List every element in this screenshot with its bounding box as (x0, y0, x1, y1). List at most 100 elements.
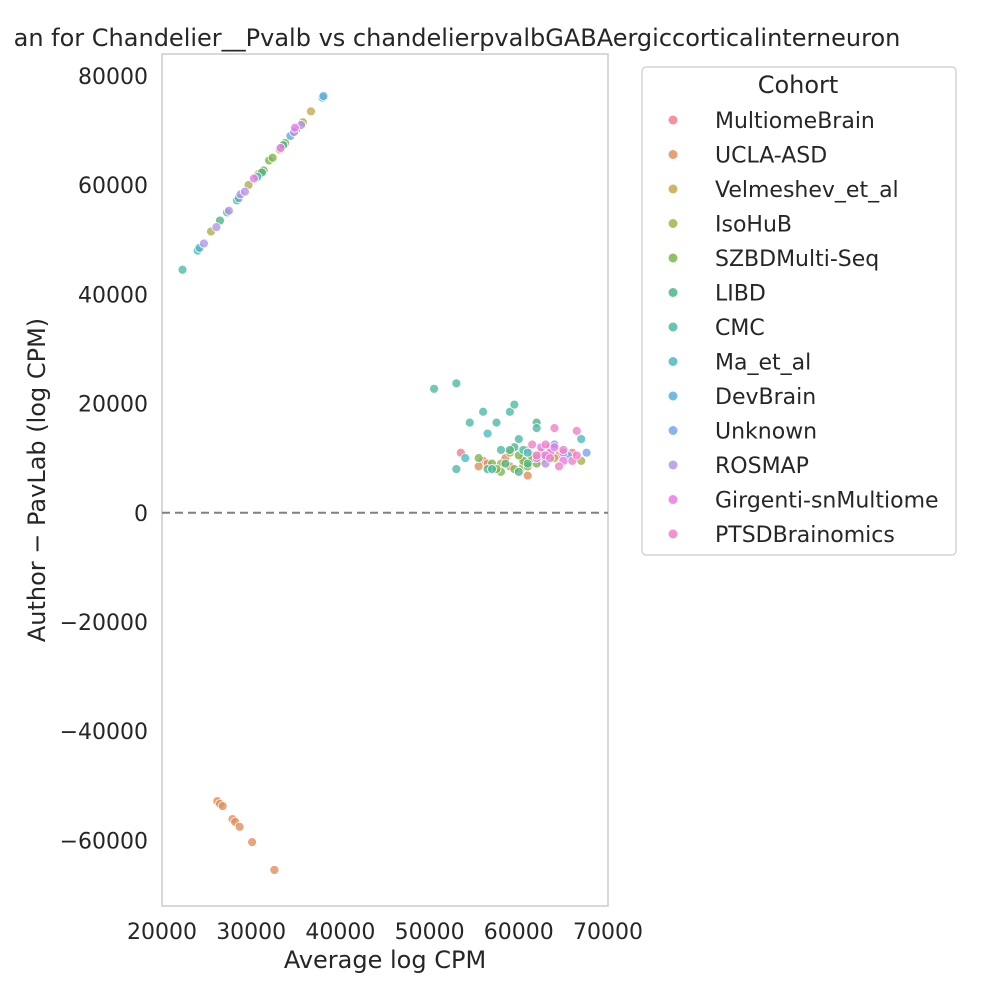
y-tick-label: 20000 (78, 393, 148, 418)
legend-marker (668, 495, 678, 504)
legend-entry: MultiomeBrain (668, 109, 875, 134)
data-point (473, 461, 484, 472)
legend-marker (668, 460, 678, 470)
chart-title: an for Chandelier__Pvalb vs chandelierpv… (14, 24, 901, 52)
legend-label: DevBrain (715, 385, 816, 410)
legend-marker (668, 426, 678, 435)
legend-entry: Ma_et_al (668, 351, 811, 376)
legend-label: IsoHuB (715, 213, 792, 238)
legend-label: MultiomeBrain (715, 109, 875, 134)
data-point (571, 425, 582, 436)
data-point (464, 417, 475, 428)
legend-marker (668, 357, 678, 366)
data-point (513, 466, 524, 477)
data-point (177, 264, 188, 275)
x-tick-label: 60000 (484, 920, 554, 945)
legend-label: PTSDBrainomics (715, 523, 895, 548)
legend: Cohort MultiomeBrain UCLA-ASD Velmeshev_et… (641, 66, 957, 556)
data-point (558, 445, 569, 455)
y-tick-label: −20000 (60, 611, 148, 636)
legend-label: ROSMAP (715, 454, 809, 479)
data-point (451, 464, 462, 474)
plot-frame (161, 53, 609, 907)
data-point (267, 152, 278, 163)
legend-entry: UCLA-ASD (668, 144, 827, 169)
legend-marker (668, 115, 678, 125)
data-point (290, 122, 300, 133)
data-point (491, 417, 502, 428)
legend-marker (668, 184, 678, 194)
y-tick-label: 0 (134, 502, 148, 527)
data-point (306, 106, 316, 117)
legend-marker (668, 150, 678, 159)
data-point (318, 91, 329, 101)
data-point (549, 423, 560, 434)
y-axis-ticks: −60000 −40000 −20000 0 20000 40000 60000 80000 (60, 65, 148, 855)
points-layer (177, 91, 592, 875)
x-axis-label: Average log CPM (284, 946, 486, 974)
legend-entry: PTSDBrainomics (668, 523, 895, 548)
data-point (531, 450, 542, 461)
x-tick-label: 70000 (573, 920, 643, 945)
data-point (247, 837, 257, 847)
data-point (522, 470, 533, 481)
legend-entry: Velmeshev_et_al (668, 178, 899, 203)
legend-marker (668, 391, 678, 401)
data-point (549, 442, 560, 453)
data-point (234, 821, 245, 832)
x-tick-label: 30000 (216, 920, 286, 945)
y-axis-label: Author − PavLab (log CPM) (23, 318, 51, 642)
data-point (478, 406, 489, 417)
y-tick-label: −60000 (60, 829, 148, 854)
legend-entry: SZBDMulti-Seq (668, 247, 879, 272)
data-point (223, 205, 234, 216)
legend-label: Unknown (715, 420, 817, 445)
data-point (509, 399, 520, 410)
legend-marker (668, 219, 678, 228)
data-point (581, 447, 592, 458)
legend-label: LIBD (715, 282, 766, 307)
x-tick-label: 40000 (305, 920, 375, 945)
data-point (217, 801, 228, 811)
legend-label: UCLA-ASD (715, 144, 827, 169)
data-point (554, 461, 564, 472)
data-point (473, 453, 484, 464)
data-point (211, 222, 222, 233)
data-point (248, 173, 259, 184)
x-axis-ticks: 20000 30000 40000 50000 60000 70000 (127, 920, 643, 945)
legend-box (641, 66, 957, 556)
data-point (504, 445, 515, 455)
legend-title: Cohort (758, 71, 839, 99)
data-point (527, 439, 538, 450)
data-point (460, 453, 471, 464)
data-point (269, 865, 280, 875)
legend-label: CMC (715, 316, 765, 341)
legend-entry: LIBD (668, 282, 766, 307)
legend-entry: Unknown (668, 420, 817, 445)
data-point (545, 453, 555, 464)
data-point (482, 428, 493, 439)
data-point (522, 458, 533, 469)
legend-entry: Girgenti-snMultiome (668, 489, 939, 514)
legend-marker (668, 288, 678, 297)
data-point (275, 143, 286, 153)
legend-items: MultiomeBrain UCLA-ASD Velmeshev_et_al IsoH… (668, 109, 939, 548)
data-point (240, 186, 250, 197)
x-tick-label: 50000 (395, 920, 465, 945)
legend-label: Ma_et_al (715, 351, 811, 376)
legend-entry: DevBrain (668, 385, 816, 410)
legend-label: Girgenti-snMultiome (715, 489, 939, 514)
legend-entry: CMC (668, 316, 765, 341)
plot-area (161, 53, 609, 907)
data-point (429, 383, 439, 394)
data-point (504, 406, 515, 417)
legend-label: SZBDMulti-Seq (715, 247, 879, 272)
data-point (496, 445, 506, 455)
data-point (199, 238, 209, 249)
data-point (531, 423, 542, 434)
data-point (576, 434, 587, 444)
data-point (487, 464, 497, 474)
data-point (513, 434, 524, 444)
data-point (571, 450, 582, 461)
y-tick-label: 80000 (78, 65, 148, 90)
